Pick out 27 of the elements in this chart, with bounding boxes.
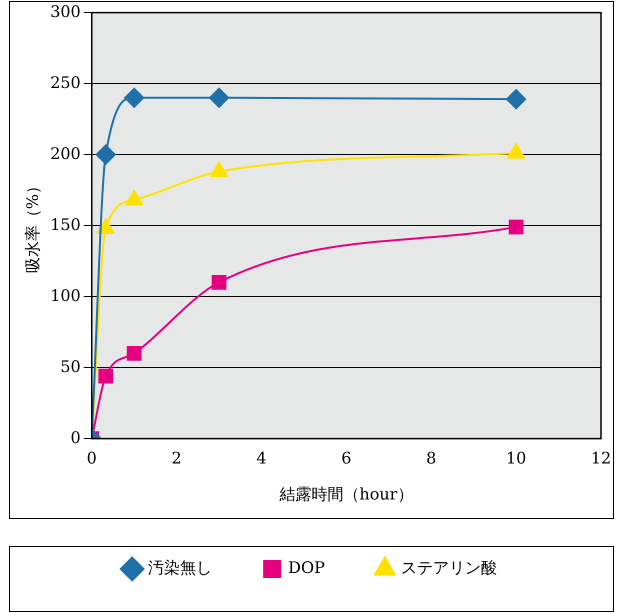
point [125,190,143,206]
legend-label: ステアリン酸 [400,558,497,578]
x-axis-title: 結露時間（hour） [278,484,414,504]
y-tick-label: 200 [50,144,81,163]
legend-label: DOP [288,558,326,578]
x-tick-label: 0 [86,448,97,468]
y-tick-label: 150 [50,214,81,234]
y-tick-label: 50 [60,356,81,376]
point [507,143,525,159]
point [209,88,230,108]
point [506,89,526,110]
point [96,218,115,234]
x-tick-label: 12 [590,448,612,468]
point [96,144,116,165]
point [124,88,144,108]
x-tick-label: 10 [506,448,526,468]
x-tick-label: 4 [256,448,267,468]
legend-label: 汚染無し [148,558,212,578]
y-tick-label: 0 [70,428,81,447]
y-axis-title: 吸水率（%） [22,178,42,274]
x-tick-label: 8 [426,448,436,468]
point [210,162,228,178]
y-tick-label: 100 [50,286,81,305]
x-tick-label: 2 [172,448,182,468]
x-tick-label: 6 [341,448,352,468]
y-tick-label: 250 [50,72,81,92]
y-tick-label: 300 [50,2,81,21]
